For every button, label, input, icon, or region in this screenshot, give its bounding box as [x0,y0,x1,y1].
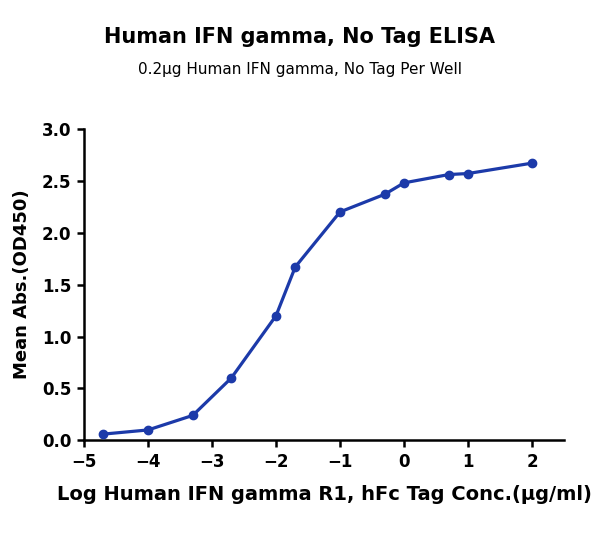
Text: 0.2μg Human IFN gamma, No Tag Per Well: 0.2μg Human IFN gamma, No Tag Per Well [138,62,462,77]
X-axis label: Log Human IFN gamma R1, hFc Tag Conc.(μg/ml): Log Human IFN gamma R1, hFc Tag Conc.(μg… [56,485,592,504]
Text: Human IFN gamma, No Tag ELISA: Human IFN gamma, No Tag ELISA [104,27,496,47]
Y-axis label: Mean Abs.(OD450): Mean Abs.(OD450) [13,190,31,380]
